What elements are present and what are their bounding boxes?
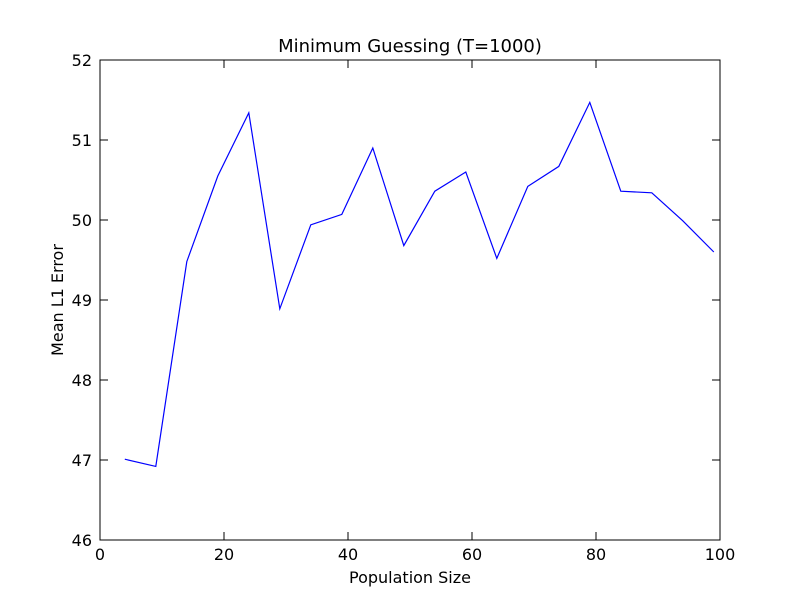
x-tick-label: 20 [214,545,234,564]
y-tick-label: 48 [72,371,92,390]
y-tick-label: 51 [72,131,92,150]
y-tick-label: 47 [72,451,92,470]
x-tick-label: 0 [95,545,105,564]
plot-background [100,60,720,540]
plot-frame [99,59,721,541]
x-axis-label: Population Size [349,568,471,587]
x-tick-label: 40 [338,545,358,564]
chart-title: Minimum Guessing (T=1000) [278,36,542,57]
series-line [124,100,715,468]
x-tick-label: 80 [586,545,606,564]
y-tick-label: 46 [72,531,92,550]
x-tick-label: 60 [462,545,482,564]
y-tick-label: 49 [72,291,92,310]
axis-ticks: 0 20 40 60 80 100 46 47 48 49 50 51 52 [72,51,736,564]
x-tick-label: 100 [705,545,736,564]
y-tick-label: 52 [72,51,92,70]
y-tick-label: 50 [72,211,92,230]
y-axis-label: Mean L1 Error [48,244,67,356]
series-layer [124,100,715,468]
